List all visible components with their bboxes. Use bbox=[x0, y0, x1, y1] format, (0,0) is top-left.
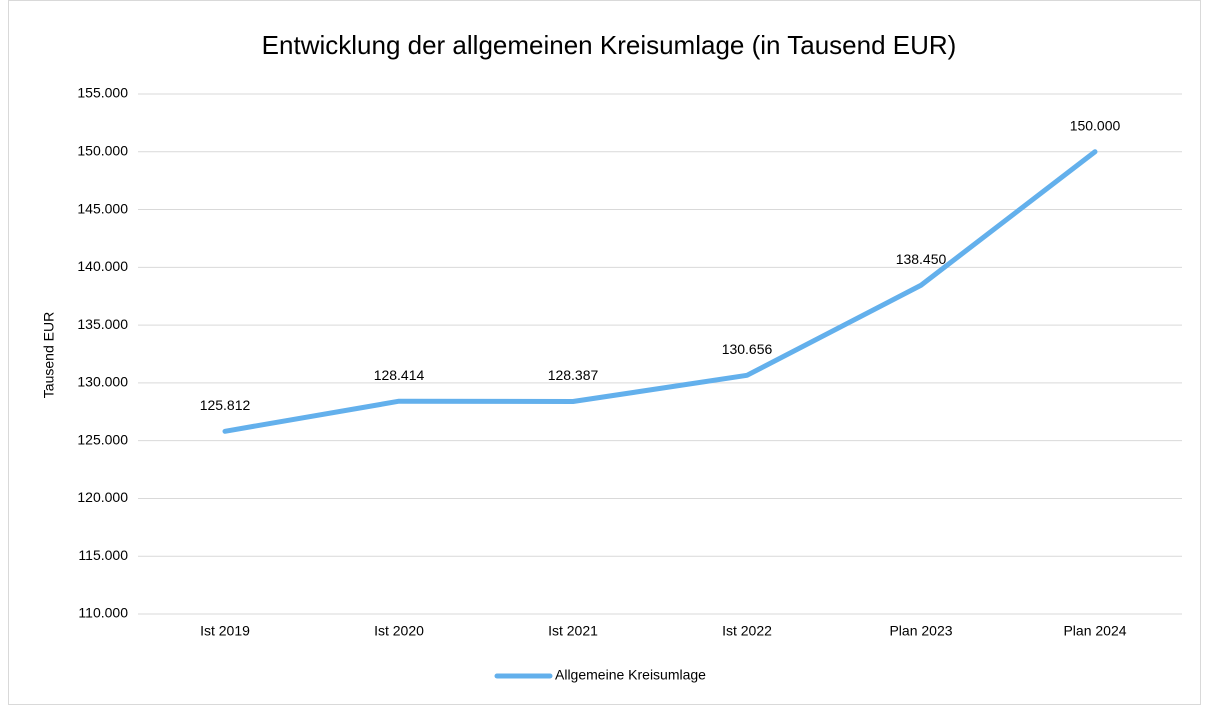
x-tick-label: Ist 2019 bbox=[200, 623, 250, 639]
y-tick-label: 155.000 bbox=[77, 85, 128, 101]
data-label: 128.387 bbox=[548, 367, 599, 383]
y-tick-label: 145.000 bbox=[77, 200, 128, 216]
x-tick-label: Plan 2024 bbox=[1063, 623, 1126, 639]
x-tick-label: Ist 2022 bbox=[722, 623, 772, 639]
y-tick-label: 125.000 bbox=[77, 431, 128, 447]
x-tick-label: Ist 2021 bbox=[548, 623, 598, 639]
data-label: 125.812 bbox=[200, 397, 251, 413]
y-tick-label: 135.000 bbox=[77, 316, 128, 332]
y-tick-label: 120.000 bbox=[77, 489, 128, 505]
data-label: 138.450 bbox=[896, 251, 947, 267]
y-tick-label: 130.000 bbox=[77, 374, 128, 390]
y-axis-label: Tausend EUR bbox=[41, 312, 57, 398]
legend-label: Allgemeine Kreisumlage bbox=[555, 667, 706, 683]
x-tick-label: Ist 2020 bbox=[374, 623, 424, 639]
y-tick-label: 150.000 bbox=[77, 142, 128, 158]
chart-title: Entwicklung der allgemeinen Kreisumlage … bbox=[262, 30, 957, 60]
x-tick-label: Plan 2023 bbox=[889, 623, 952, 639]
y-tick-label: 115.000 bbox=[78, 547, 128, 563]
data-label: 128.414 bbox=[374, 367, 425, 383]
data-label: 150.000 bbox=[1070, 117, 1121, 133]
data-line bbox=[222, 149, 1098, 434]
y-tick-label: 140.000 bbox=[77, 258, 128, 274]
y-tick-label: 110.000 bbox=[78, 605, 128, 621]
data-label: 130.656 bbox=[722, 341, 773, 357]
chart-border bbox=[8, 0, 1201, 705]
